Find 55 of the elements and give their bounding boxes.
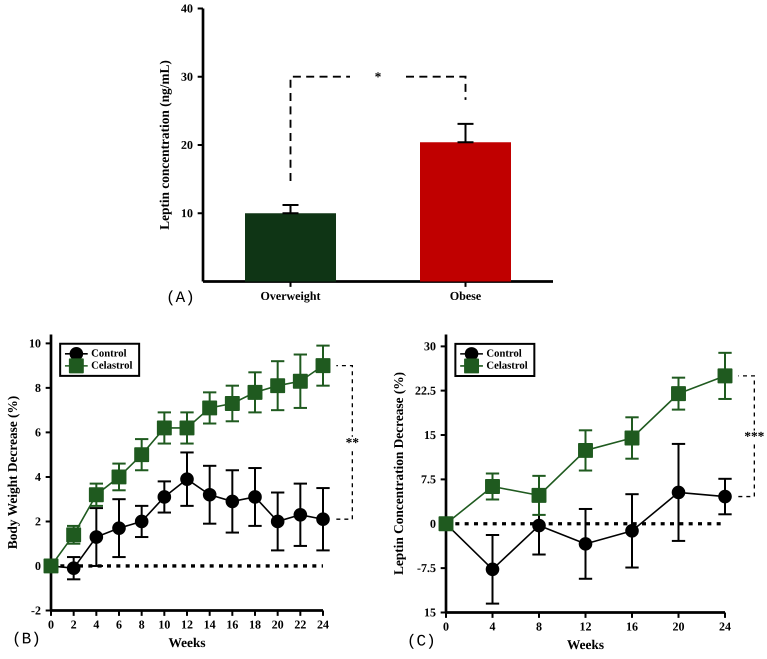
x-axis-title: Weeks <box>567 640 604 650</box>
y-tick-label: 30 <box>181 72 192 81</box>
x-tick-label: 8 <box>139 620 144 628</box>
y-tick-label: 40 <box>181 4 192 12</box>
x-tick-label: 0 <box>48 620 54 628</box>
x-tick-label: 14 <box>204 620 216 628</box>
x-tick-label: 10 <box>159 620 170 628</box>
x-tick-label: 24 <box>720 622 731 630</box>
x-tick-label: 20 <box>673 622 684 630</box>
y-tick-label: 7.5 <box>422 475 436 484</box>
legend-label: Control <box>486 348 522 356</box>
text: (A) <box>168 290 192 306</box>
y-axis-title: Leptin concentration (ng/mL) <box>160 60 172 230</box>
y-tick-label: 6 <box>35 428 41 436</box>
y-tick-label: 0 <box>430 519 436 528</box>
text: *** <box>744 432 764 437</box>
x-tick-label: 8 <box>536 622 542 630</box>
x-tick-label: 4 <box>490 622 496 630</box>
y-tick-label: 20 <box>181 140 192 149</box>
y-tick-label: 4 <box>35 472 41 481</box>
y-tick-label: -2 <box>31 606 40 614</box>
x-tick-label: 20 <box>272 620 284 628</box>
y-tick-label: 8 <box>35 384 41 392</box>
x-tick-label: 16 <box>626 622 638 630</box>
text: (B) <box>14 632 38 646</box>
legend-label: Control <box>92 348 126 356</box>
y-tick-label: 15 <box>424 608 436 616</box>
y-tick-label: 30 <box>424 342 436 350</box>
y-tick-label: 10 <box>182 208 192 218</box>
y-tick-label: 15 <box>424 430 436 439</box>
x-tick-label: 18 <box>250 620 261 628</box>
x-tick-label: 24 <box>318 620 329 628</box>
y-tick-label: 22.5 <box>415 386 436 395</box>
x-tick-label: 0 <box>443 622 449 630</box>
y-axis-title: Body Weight Decrease (%) <box>8 396 20 549</box>
x-tick-label: 6 <box>116 620 122 628</box>
text: ** <box>346 438 358 443</box>
x-axis-title: Weeks <box>168 638 206 648</box>
x-tick-label: Overweight <box>261 291 320 302</box>
x-tick-label: 12 <box>182 620 192 628</box>
y-tick-label: 0 <box>35 562 40 570</box>
x-tick-label: 12 <box>580 622 591 630</box>
y-tick-label: -7.5 <box>417 564 436 572</box>
y-tick-label: 2 <box>35 517 40 526</box>
legend-label: Celastrol <box>486 360 528 369</box>
x-tick-label: 4 <box>94 620 100 628</box>
x-tick-label: 16 <box>227 620 238 628</box>
x-tick-label: 2 <box>71 620 76 628</box>
y-axis-title: Leptin Concentration Decrease (%) <box>394 372 406 575</box>
annotation: * <box>375 72 381 78</box>
legend-label: Celastrol <box>92 360 132 368</box>
x-tick-label: 22 <box>294 620 306 628</box>
x-tick-label: Obese <box>450 291 481 300</box>
y-tick-label: 10 <box>30 339 40 348</box>
text: (C) <box>410 634 434 649</box>
